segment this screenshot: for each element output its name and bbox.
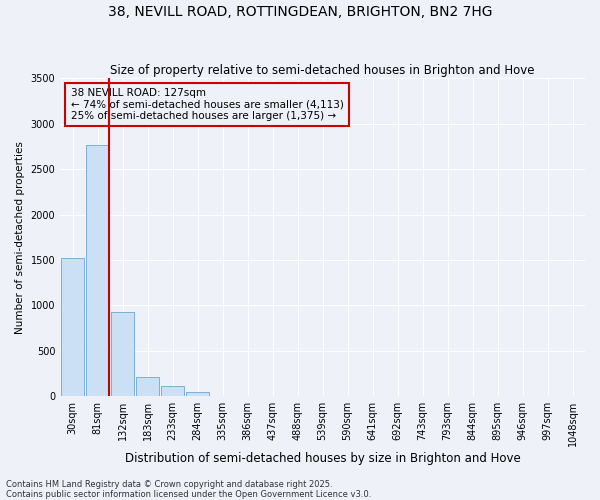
Title: Size of property relative to semi-detached houses in Brighton and Hove: Size of property relative to semi-detach…	[110, 64, 535, 77]
Y-axis label: Number of semi-detached properties: Number of semi-detached properties	[15, 141, 25, 334]
Bar	[86, 146, 109, 396]
Text: 38, NEVILL ROAD, ROTTINGDEAN, BRIGHTON, BN2 7HG: 38, NEVILL ROAD, ROTTINGDEAN, BRIGHTON, …	[108, 5, 492, 19]
Bar	[136, 377, 159, 396]
Bar	[112, 312, 134, 396]
Text: 38 NEVILL ROAD: 127sqm
← 74% of semi-detached houses are smaller (4,113)
25% of : 38 NEVILL ROAD: 127sqm ← 74% of semi-det…	[71, 88, 344, 121]
Text: Contains HM Land Registry data © Crown copyright and database right 2025.
Contai: Contains HM Land Registry data © Crown c…	[6, 480, 371, 499]
Bar	[61, 258, 84, 396]
Bar	[161, 386, 184, 396]
Bar	[187, 392, 209, 396]
X-axis label: Distribution of semi-detached houses by size in Brighton and Hove: Distribution of semi-detached houses by …	[125, 452, 520, 465]
